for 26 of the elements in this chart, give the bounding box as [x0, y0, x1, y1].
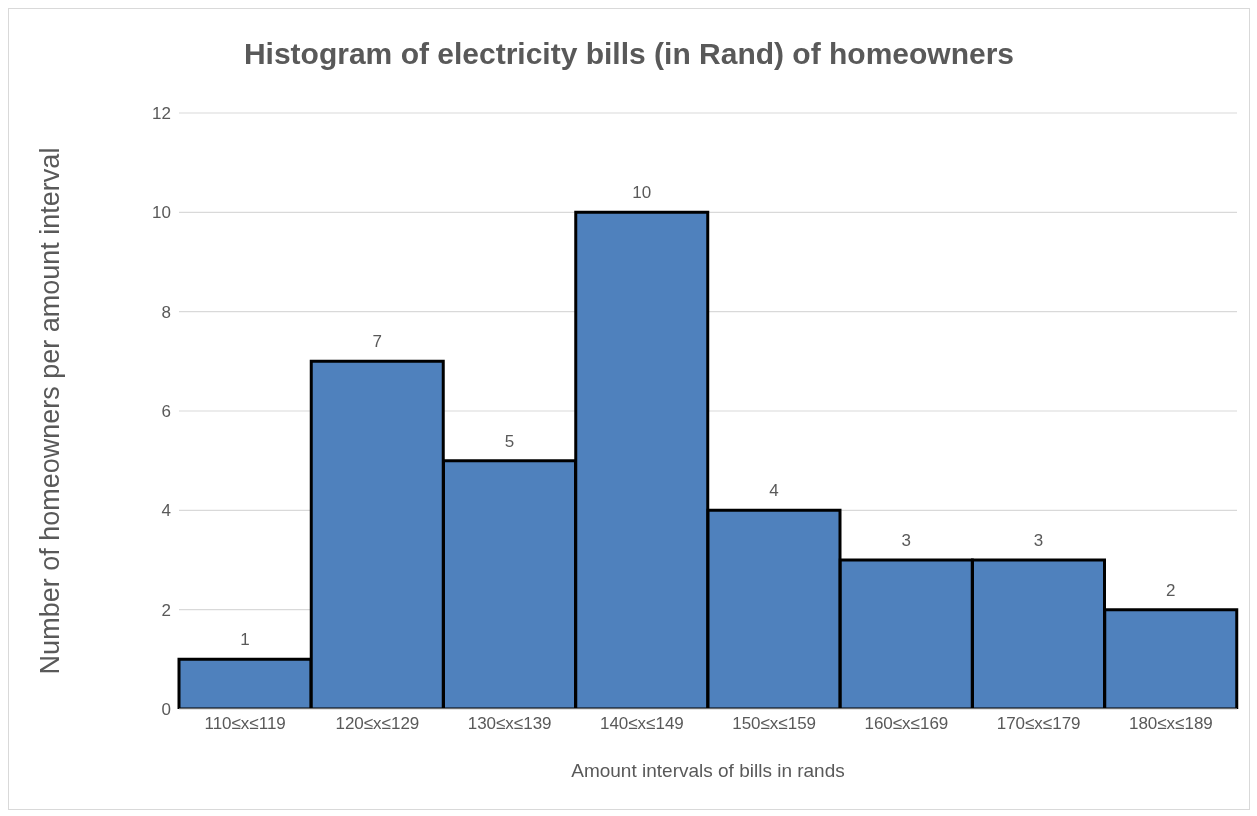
y-tick-label: 8 — [161, 302, 171, 322]
y-axis-title: Number of homeowners per amount interval — [34, 147, 65, 675]
y-tick-label: 0 — [161, 700, 171, 720]
x-axis-title: Amount intervals of bills in rands — [571, 760, 845, 781]
y-tick-label: 12 — [152, 104, 171, 124]
x-tick-label: 110≤x≤119 — [204, 714, 286, 734]
x-tick-label: 120≤x≤129 — [335, 714, 420, 734]
y-tick-label: 2 — [161, 600, 171, 620]
data-label: 3 — [1033, 531, 1044, 550]
data-label: 4 — [769, 481, 779, 501]
x-tick-label: 180≤x≤189 — [1128, 714, 1213, 734]
x-tick-label: 170≤x≤179 — [996, 714, 1081, 734]
chart-title: Histogram of electricity bills (in Rand) of homeowners — [242, 37, 1016, 71]
data-label: 2 — [1166, 580, 1176, 600]
y-tick-label: 4 — [161, 501, 171, 521]
data-label: 7 — [372, 332, 382, 352]
x-tick-label: 160≤x≤169 — [864, 714, 949, 734]
x-tick-label: 150≤x≤159 — [732, 714, 817, 734]
data-label: 10 — [632, 183, 652, 203]
data-label: 5 — [504, 431, 515, 451]
y-tick-label: 10 — [152, 203, 171, 223]
data-label: 3 — [901, 531, 911, 550]
data-label: 1 — [240, 630, 250, 650]
x-tick-label: 140≤x≤149 — [599, 714, 684, 734]
y-tick-label: 6 — [161, 402, 171, 422]
x-tick-label: 130≤x≤139 — [467, 714, 552, 734]
